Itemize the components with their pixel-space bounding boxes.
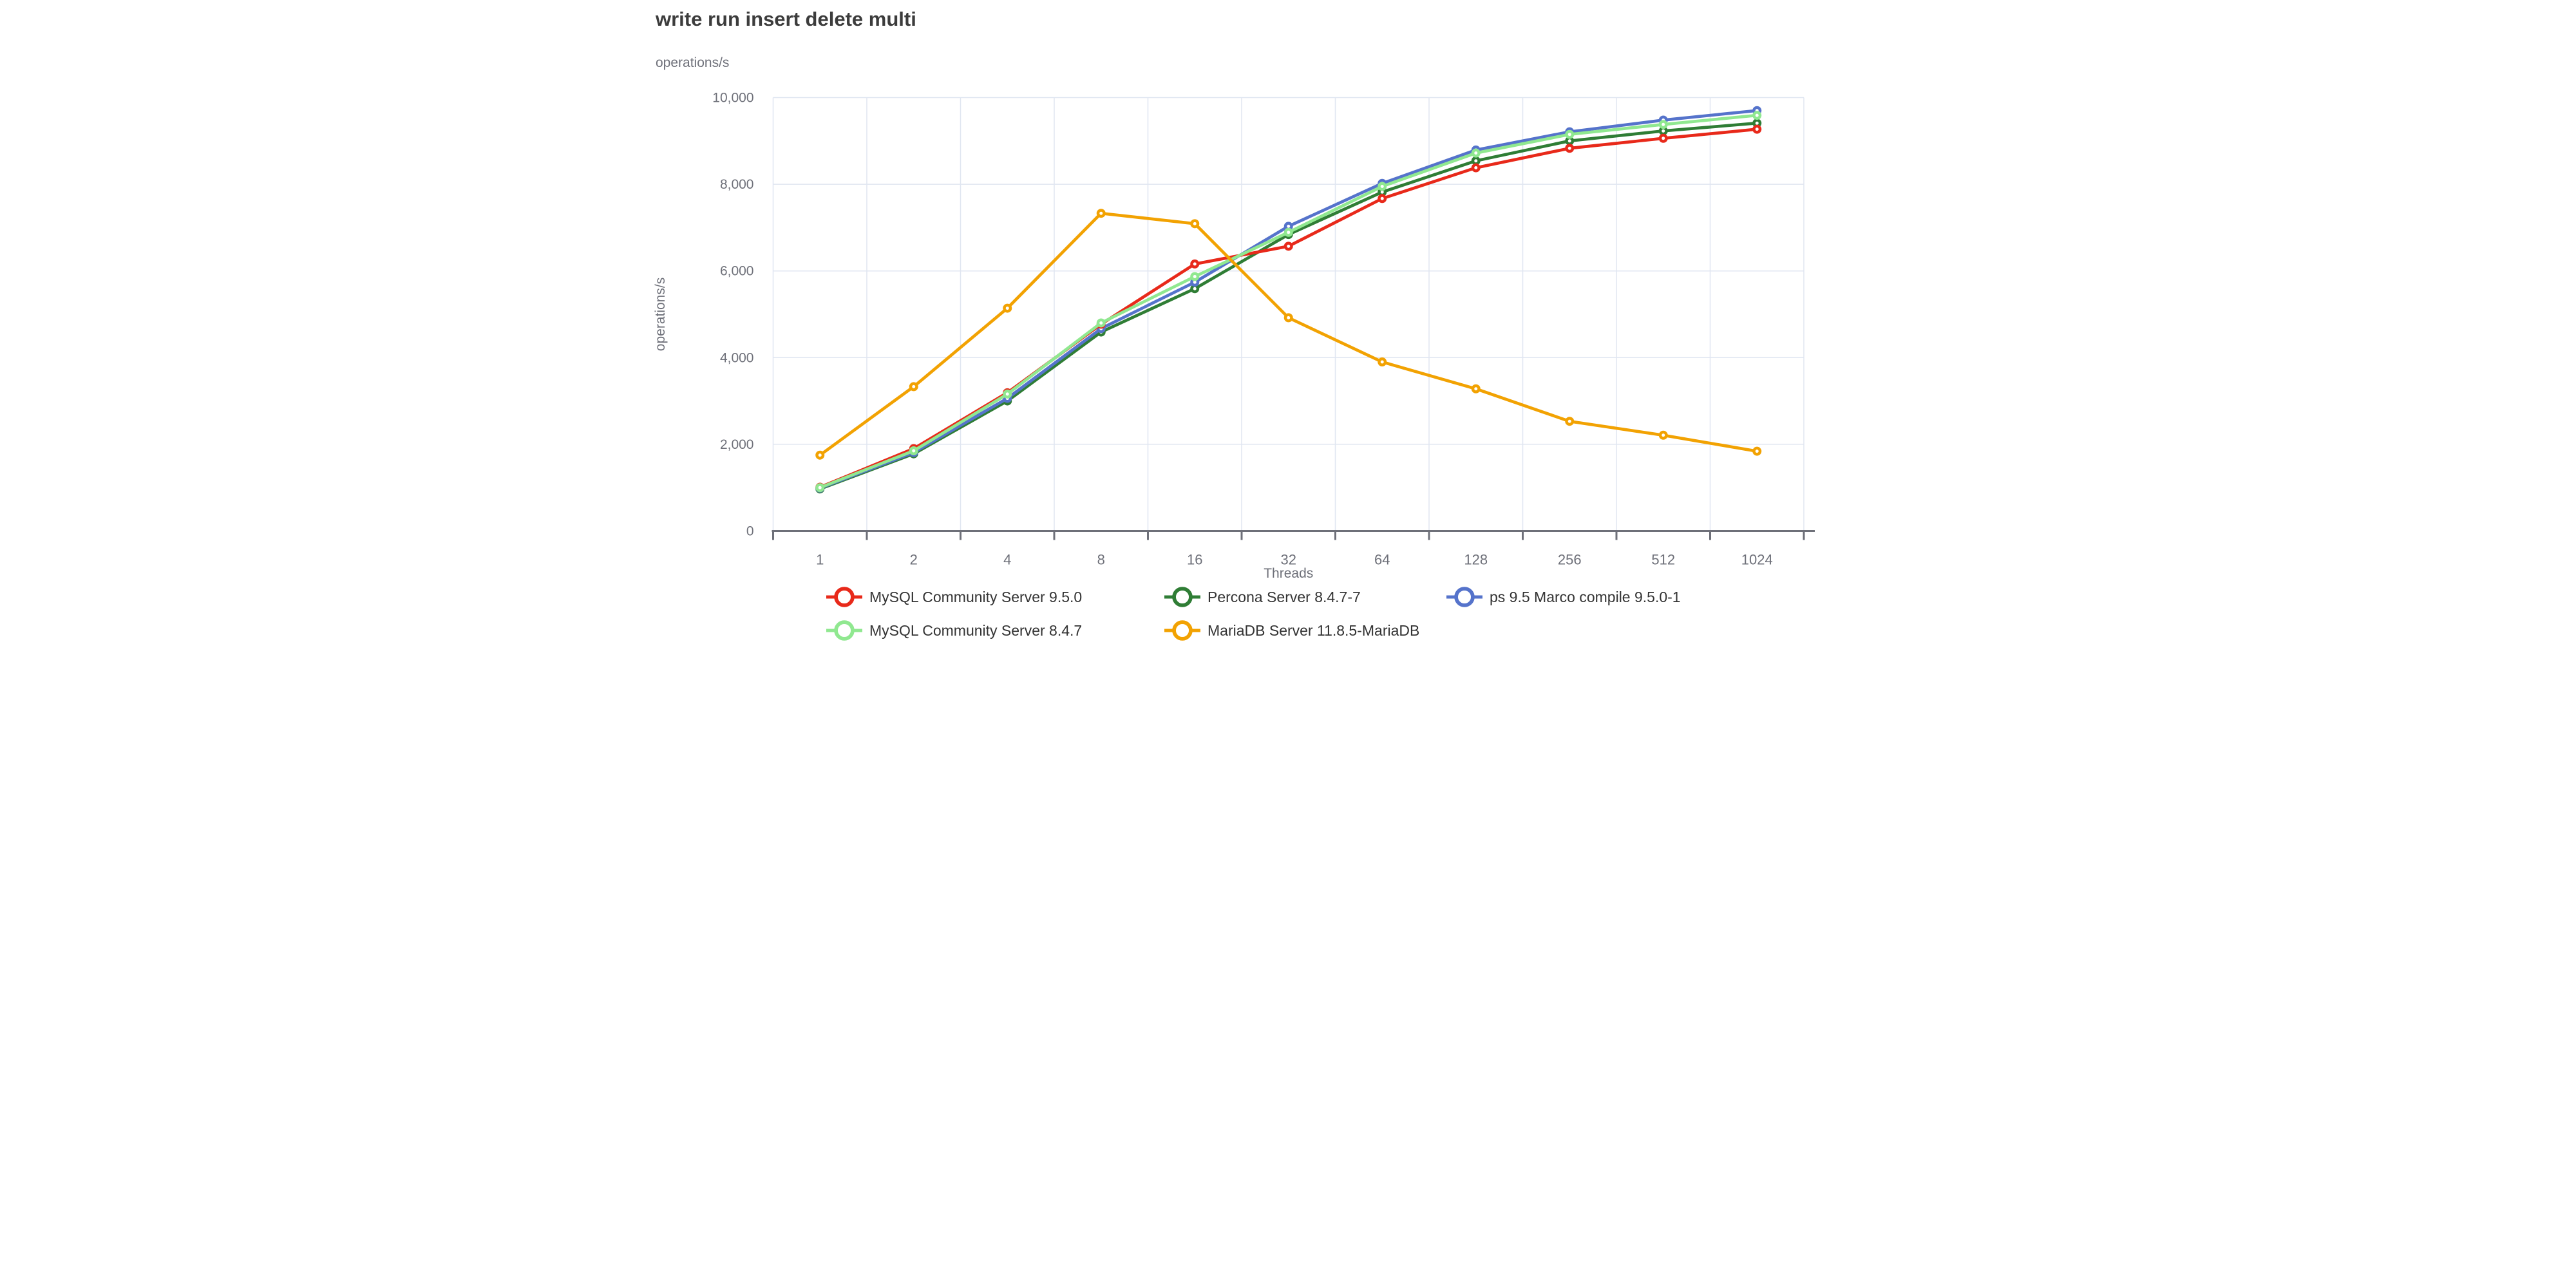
- legend-label: Percona Server 8.4.7-7: [1208, 589, 1361, 605]
- data-point-marker: [1658, 133, 1668, 143]
- legend-item-percona-server-8-4-7-7[interactable]: Percona Server 8.4.7-7: [1164, 587, 1361, 607]
- data-point-marker: [1096, 209, 1106, 218]
- y-axis-title: operations/s: [653, 278, 668, 351]
- legend-circle-icon: [834, 620, 855, 641]
- x-tick-label: 2: [910, 552, 918, 568]
- y-tick-label: 6,000: [720, 264, 754, 279]
- data-point-marker: [1471, 148, 1481, 158]
- x-tick-label: 512: [1651, 552, 1675, 568]
- y-tick-label: 4,000: [720, 350, 754, 365]
- data-point-marker: [1190, 272, 1200, 281]
- data-point-marker: [1565, 129, 1575, 139]
- legend-item-mysql-community-server-8-4-7[interactable]: MySQL Community Server 8.4.7: [826, 620, 1082, 641]
- data-point-marker: [1283, 313, 1293, 323]
- data-point-marker: [815, 450, 825, 460]
- legend-item-mysql-community-server-9-5-0[interactable]: MySQL Community Server 9.5.0: [826, 587, 1082, 607]
- series-mysql-community-server-8-4-7: [815, 111, 1762, 493]
- x-tick-label: 16: [1187, 552, 1202, 568]
- line-chart: write run insert delete multi operations…: [653, 8, 1815, 641]
- data-point-marker: [1658, 120, 1668, 129]
- data-point-marker: [1471, 156, 1481, 166]
- legend-label: ps 9.5 Marco compile 9.5.0-1: [1490, 589, 1681, 605]
- x-axis: [772, 530, 1815, 540]
- data-point-marker: [1658, 430, 1668, 440]
- legend-circle-icon: [834, 587, 855, 607]
- legend-item-ps-9-5-marco-compile-9-5-0-1[interactable]: ps 9.5 Marco compile 9.5.0-1: [1446, 587, 1681, 607]
- data-point-marker: [1283, 242, 1293, 251]
- data-point-marker: [1003, 389, 1012, 399]
- data-point-marker: [1003, 303, 1012, 313]
- data-point-marker: [1378, 357, 1387, 367]
- axis-tick-labels: 0 2,000 4,000 6,000 8,000 10,000 1 2 4 8 16 32 64 128…: [712, 91, 1772, 568]
- grid-layer: [772, 97, 1804, 531]
- y-tick-label: 10,000: [712, 91, 753, 106]
- data-point-marker: [1378, 182, 1387, 191]
- x-tick-label: 8: [1097, 552, 1105, 568]
- data-point-marker: [1565, 417, 1575, 426]
- legend: MySQL Community Server 9.5.0 Percona Serv…: [826, 587, 1681, 641]
- series-mariadb-server-11-8-5-mariadb: [815, 209, 1762, 460]
- legend-item-mariadb-server-11-8-5-mariadb[interactable]: MariaDB Server 11.8.5-MariaDB: [1164, 620, 1419, 641]
- x-tick-label: 256: [1558, 552, 1582, 568]
- data-point-marker: [1190, 259, 1200, 269]
- chart-title: write run insert delete multi: [655, 8, 916, 30]
- legend-label: MySQL Community Server 9.5.0: [869, 589, 1082, 605]
- data-point-marker: [909, 382, 918, 392]
- x-tick-label: 32: [1281, 552, 1296, 568]
- legend-circle-icon: [1172, 620, 1193, 641]
- y-tick-label: 0: [746, 524, 754, 539]
- legend-label: MariaDB Server 11.8.5-MariaDB: [1208, 622, 1419, 639]
- data-point-marker: [1471, 384, 1481, 393]
- data-point-marker: [1752, 446, 1762, 456]
- x-tick-label: 4: [1003, 552, 1011, 568]
- data-point-marker: [1096, 318, 1106, 328]
- data-point-marker: [1471, 163, 1481, 173]
- data-point-marker: [1190, 219, 1200, 229]
- y-tick-label: 8,000: [720, 177, 754, 192]
- legend-circle-icon: [1454, 587, 1475, 607]
- series-mysql-community-server-9-5-0: [815, 124, 1762, 492]
- y-tick-label: 2,000: [720, 437, 754, 452]
- data-point-marker: [1565, 144, 1575, 153]
- x-tick-label: 1024: [1741, 552, 1773, 568]
- data-point-marker: [1752, 111, 1762, 120]
- series-layer: [815, 106, 1762, 494]
- data-point-marker: [1378, 194, 1387, 204]
- x-axis-title: Threads: [1264, 566, 1313, 581]
- x-tick-label: 64: [1374, 552, 1390, 568]
- legend-circle-icon: [1172, 587, 1193, 607]
- data-point-marker: [909, 446, 918, 455]
- data-point-marker: [1283, 227, 1293, 237]
- series-ps-9-5-marco-compile-9-5-0-1: [815, 106, 1762, 493]
- legend-label: MySQL Community Server 8.4.7: [869, 622, 1082, 639]
- x-tick-label: 1: [816, 552, 824, 568]
- chart-page: write run insert delete multi operations…: [644, 0, 1932, 644]
- data-point-marker: [1752, 124, 1762, 134]
- x-tick-label: 128: [1464, 552, 1488, 568]
- data-point-marker: [815, 483, 825, 493]
- series-percona-server-8-4-7-7: [815, 118, 1762, 494]
- y-axis-unit-label: operations/s: [656, 55, 729, 70]
